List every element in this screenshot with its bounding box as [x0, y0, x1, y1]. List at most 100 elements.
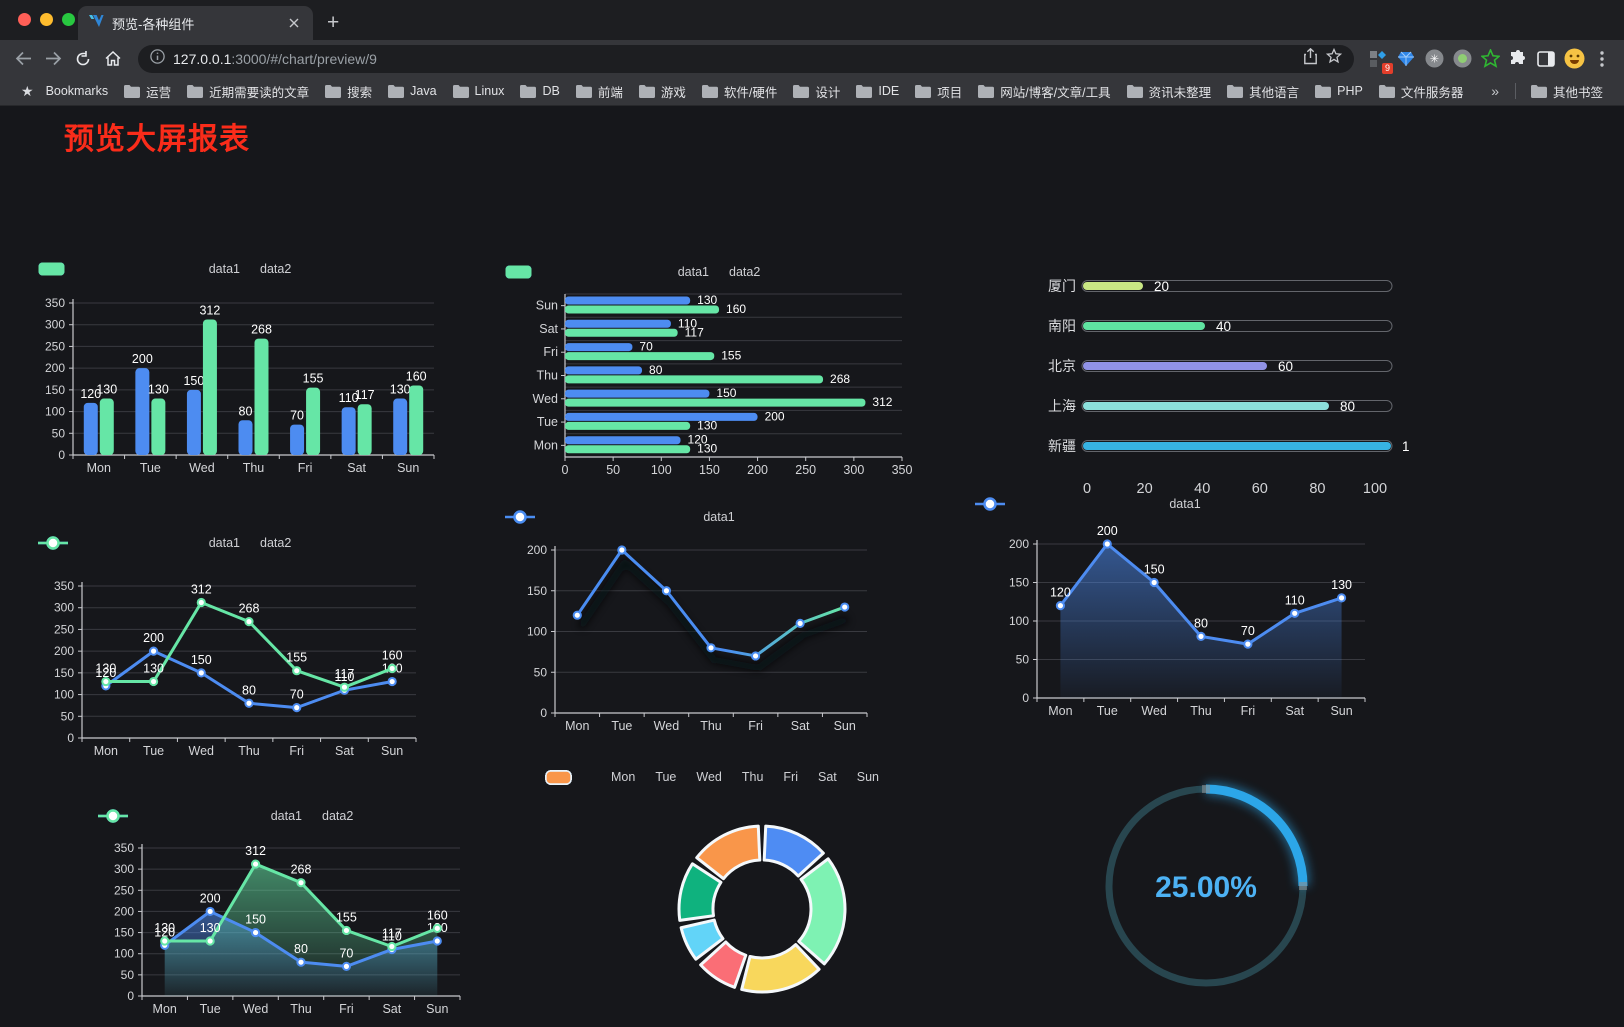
- bookmark-folder[interactable]: 运营: [117, 79, 178, 104]
- legend-item[interactable]: data2: [505, 265, 760, 279]
- legend-item[interactable]: data2: [38, 262, 291, 276]
- bookmark-folder[interactable]: Linux: [446, 81, 512, 101]
- svg-text:110: 110: [334, 670, 354, 684]
- bookmark-folder[interactable]: 其他语言: [1220, 79, 1306, 104]
- legend-item[interactable]: data1: [98, 809, 302, 823]
- bookmark-folder[interactable]: 近期需要读的文章: [180, 79, 316, 104]
- svg-text:Mon: Mon: [534, 438, 558, 452]
- bookmark-folder[interactable]: 搜索: [318, 79, 379, 104]
- other-bookmarks-folder[interactable]: 其他书签: [1524, 79, 1610, 104]
- extension-badge: 9: [1381, 62, 1393, 74]
- menu-kebab-icon[interactable]: [1590, 47, 1614, 71]
- bookmarks-overflow-chevron[interactable]: »: [1491, 83, 1499, 99]
- green-star-extension-icon[interactable]: [1478, 47, 1502, 71]
- favicon-vue-icon: [88, 13, 104, 33]
- tab-close-icon[interactable]: [285, 14, 303, 32]
- legend-item[interactable]: data2: [98, 809, 353, 823]
- share-icon[interactable]: [1303, 47, 1318, 70]
- svg-text:Thu: Thu: [243, 461, 265, 475]
- svg-text:50: 50: [534, 665, 548, 679]
- record-extension-icon[interactable]: [1450, 47, 1474, 71]
- bookmark-folder-list: 运营 近期需要读的文章 搜索 Java Linux DB 前端 游戏 软件/硬件 设计 IDE 项目网…: [117, 79, 1470, 104]
- bookmark-folder[interactable]: 前端: [569, 79, 630, 104]
- bookmark-folder[interactable]: 设计: [786, 79, 847, 104]
- chart-legend[interactable]: Mon Tue Wed Thu Fri Sat Sun: [545, 770, 945, 785]
- reload-button[interactable]: [70, 46, 96, 72]
- bookmark-folder[interactable]: 文件服务器: [1372, 79, 1471, 104]
- bookmark-folder[interactable]: 游戏: [632, 79, 693, 104]
- folder-icon: [124, 84, 141, 98]
- bookmark-folder[interactable]: IDE: [849, 81, 906, 101]
- new-tab-button[interactable]: +: [327, 11, 340, 34]
- legend-item[interactable]: data1: [505, 265, 709, 279]
- gem-extension-icon[interactable]: [1394, 47, 1418, 71]
- chart-gauge: 25.00%: [1085, 764, 1327, 1009]
- chart-legend[interactable]: data1 data2: [505, 265, 933, 279]
- tab-title: 预览-各种组件: [112, 16, 195, 32]
- svg-text:Tue: Tue: [140, 461, 161, 475]
- svg-text:200: 200: [200, 891, 221, 905]
- svg-text:130: 130: [154, 921, 175, 935]
- forward-button[interactable]: [40, 46, 66, 72]
- chart-legend[interactable]: data1 data2: [98, 809, 526, 823]
- back-button[interactable]: [10, 46, 36, 72]
- legend-item[interactable]: Mon: [545, 770, 635, 785]
- sidepanel-icon[interactable]: [1534, 47, 1558, 71]
- bookmark-folder[interactable]: 项目: [908, 79, 969, 104]
- legend-item[interactable]: Tue: [545, 770, 676, 785]
- svg-text:100: 100: [1009, 614, 1029, 628]
- bookmark-folder[interactable]: 资讯未整理: [1120, 79, 1219, 104]
- svg-text:0: 0: [67, 731, 74, 745]
- url-path: :3000/#/chart/preview/9: [231, 50, 377, 67]
- folder-icon: [187, 84, 204, 98]
- bookmark-folder[interactable]: DB: [513, 81, 566, 101]
- chart-legend[interactable]: data1 data2: [38, 536, 462, 550]
- svg-text:117: 117: [334, 667, 354, 681]
- puzzle-extensions-icon[interactable]: [1506, 47, 1530, 71]
- legend-item[interactable]: data1: [505, 510, 735, 524]
- bookmark-folder[interactable]: Java: [381, 81, 443, 101]
- svg-text:Sat: Sat: [791, 719, 810, 733]
- svg-text:130: 130: [95, 662, 116, 676]
- folder-icon: [325, 84, 342, 98]
- svg-text:350: 350: [114, 841, 134, 855]
- bookmark-folder[interactable]: 网站/博客/文章/工具: [971, 79, 1117, 104]
- legend-item[interactable]: data2: [38, 536, 291, 550]
- home-button[interactable]: [100, 46, 126, 72]
- bookmarks-manager[interactable]: ★ Bookmarks: [21, 82, 109, 99]
- extension-grid-icon[interactable]: 9: [1366, 47, 1393, 74]
- profile-avatar-icon[interactable]: [1562, 47, 1586, 71]
- legend-item[interactable]: data1: [975, 497, 1201, 511]
- chart-legend[interactable]: data1: [505, 510, 933, 524]
- svg-text:130: 130: [96, 383, 117, 397]
- legend-item[interactable]: Wed: [545, 770, 722, 785]
- svg-text:Thu: Thu: [1190, 704, 1212, 718]
- legend-item[interactable]: Fri: [545, 770, 798, 785]
- bookmark-star-icon[interactable]: [1325, 47, 1343, 69]
- site-info-icon[interactable]: [150, 48, 165, 69]
- bookmark-folder[interactable]: PHP: [1308, 81, 1370, 101]
- legend-item[interactable]: data1: [38, 536, 240, 550]
- svg-text:130: 130: [143, 662, 164, 676]
- legend-item[interactable]: Sun: [545, 770, 879, 785]
- svg-text:350: 350: [54, 579, 74, 593]
- bookmark-folder[interactable]: 软件/硬件: [695, 79, 784, 104]
- browser-tab[interactable]: 预览-各种组件: [78, 6, 313, 40]
- url-text[interactable]: 127.0.0.1:3000/#/chart/preview/9: [173, 51, 1295, 67]
- folder-icon: [1315, 84, 1332, 98]
- window-minimize-button[interactable]: [40, 13, 53, 26]
- chart-area-single: 0 50 100 150 200 Mon Tue Wed Thu Fri Sat Sun 120 200 1…: [975, 494, 1395, 719]
- legend-item[interactable]: Sat: [545, 770, 837, 785]
- svg-text:117: 117: [382, 927, 402, 941]
- svg-text:150: 150: [45, 383, 65, 397]
- chart-legend[interactable]: data1: [975, 497, 1395, 511]
- url-bar[interactable]: 127.0.0.1:3000/#/chart/preview/9: [138, 44, 1354, 73]
- chart-legend[interactable]: data1 data2: [38, 262, 462, 276]
- legend-item[interactable]: Thu: [545, 770, 763, 785]
- asterisk-extension-icon[interactable]: ✳: [1422, 47, 1446, 71]
- legend-item[interactable]: data1: [38, 262, 240, 276]
- svg-text:300: 300: [843, 463, 864, 477]
- window-zoom-button[interactable]: [62, 13, 75, 26]
- svg-text:350: 350: [45, 296, 65, 310]
- window-close-button[interactable]: [18, 13, 31, 26]
